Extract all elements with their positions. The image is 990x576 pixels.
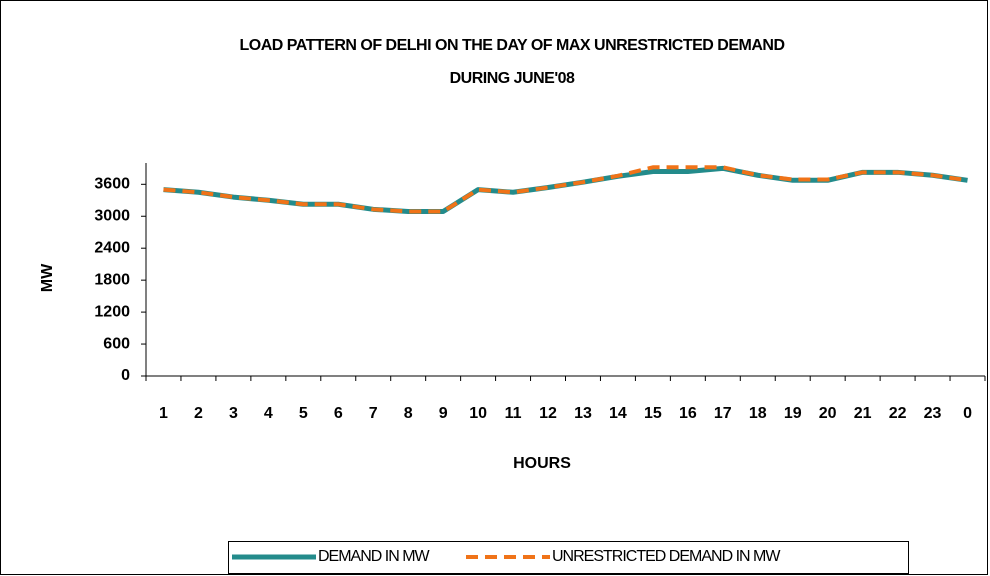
data-line — [163, 165, 968, 214]
legend-label: DEMAND IN MW — [318, 548, 431, 565]
x-tick-label: 15 — [644, 405, 662, 422]
x-tick-label: 21 — [854, 405, 872, 422]
x-tick-label: 22 — [889, 405, 907, 422]
legend-label: UNRESTRICTED DEMAND IN MW — [552, 548, 781, 565]
x-tick-label: 23 — [924, 405, 942, 422]
x-tick-label: 4 — [264, 405, 273, 422]
x-tick-label: 5 — [299, 405, 308, 422]
x-tick-label: 9 — [439, 405, 448, 422]
x-tick-label: 8 — [404, 405, 413, 422]
y-tick-label: 2400 — [94, 239, 130, 256]
x-tick-label: 17 — [714, 405, 732, 422]
x-tick-label: 1 — [159, 405, 168, 422]
x-tick-label: 7 — [369, 405, 378, 422]
x-tick-label: 3 — [229, 405, 238, 422]
y-axis-label: MW — [39, 263, 56, 292]
y-tick-label: 1800 — [94, 271, 130, 288]
chart-title: LOAD PATTERN OF DELHI ON THE DAY OF MAX … — [239, 37, 784, 54]
x-tick-label: 13 — [574, 405, 592, 422]
x-tick-label: 19 — [784, 405, 802, 422]
x-tick-label: 2 — [194, 405, 203, 422]
x-tick-label: 16 — [679, 405, 697, 422]
y-tick-label: 600 — [103, 335, 130, 352]
x-tick-label: 18 — [749, 405, 767, 422]
x-tick-label: 20 — [819, 405, 837, 422]
x-tick-label: 10 — [469, 405, 487, 422]
legend-box — [228, 541, 909, 574]
y-tick-label: 3600 — [94, 176, 130, 193]
y-tick-label: 0 — [121, 367, 130, 384]
x-tick-label: 0 — [963, 405, 972, 422]
x-tick-label: 11 — [505, 405, 522, 422]
chart-title: DURING JUNE'08 — [450, 70, 575, 87]
x-tick-label: 6 — [334, 405, 343, 422]
y-tick-label: 1200 — [94, 303, 130, 320]
x-axis-label: HOURS — [513, 455, 571, 472]
x-tick-label: 12 — [539, 405, 557, 422]
x-tick-label: 14 — [609, 405, 627, 422]
y-tick-label: 3000 — [94, 207, 130, 224]
